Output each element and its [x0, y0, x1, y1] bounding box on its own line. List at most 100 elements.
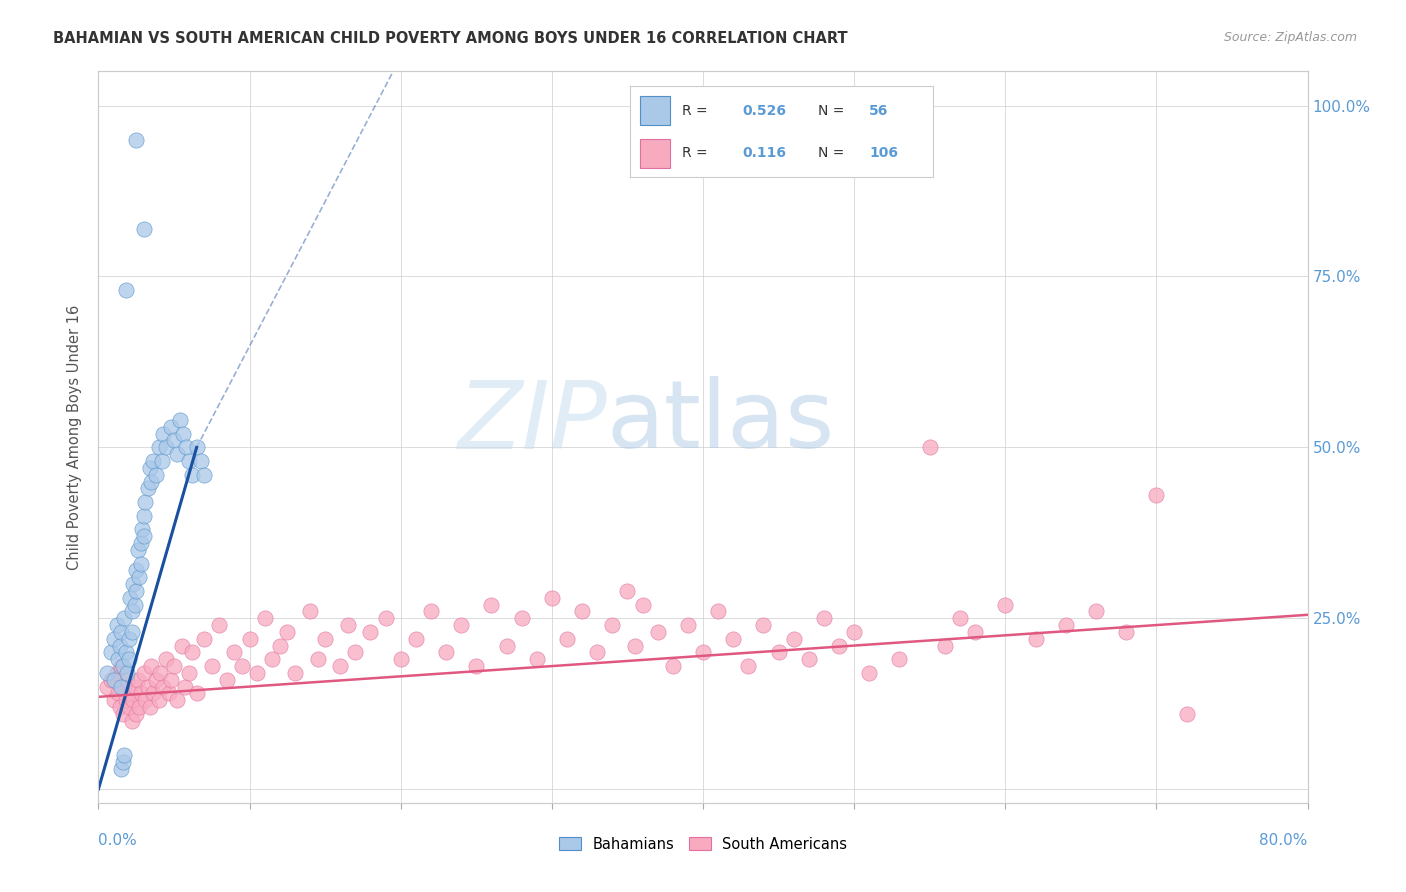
Point: [110, 762, 132, 776]
Point: [121, 624, 143, 639]
Point: [276, 624, 298, 639]
Point: [149, 665, 172, 680]
Point: [114, 283, 136, 297]
Point: [110, 680, 132, 694]
Point: [172, 426, 194, 441]
Point: [163, 434, 186, 448]
Point: [103, 693, 125, 707]
Point: [224, 645, 246, 659]
Point: [1175, 706, 1198, 721]
Point: [111, 659, 134, 673]
Point: [586, 645, 609, 659]
Point: [103, 632, 125, 646]
Point: [934, 639, 956, 653]
Point: [115, 673, 138, 687]
Point: [110, 624, 132, 639]
Point: [159, 686, 181, 700]
Point: [155, 652, 177, 666]
Point: [797, 652, 820, 666]
Point: [190, 454, 212, 468]
Point: [111, 706, 134, 721]
Point: [122, 577, 145, 591]
Point: [186, 440, 208, 454]
Point: [262, 652, 284, 666]
Point: [129, 536, 152, 550]
Point: [112, 611, 135, 625]
Point: [844, 624, 866, 639]
Point: [269, 639, 291, 653]
Point: [526, 652, 548, 666]
Point: [121, 604, 143, 618]
Point: [127, 673, 149, 687]
Point: [707, 604, 730, 618]
Point: [783, 632, 806, 646]
Point: [181, 467, 204, 482]
Point: [107, 686, 129, 700]
Point: [179, 665, 201, 680]
Point: [215, 673, 238, 687]
Text: 0.0%: 0.0%: [98, 833, 138, 848]
Point: [208, 618, 231, 632]
Point: [118, 652, 141, 666]
Point: [112, 680, 135, 694]
Point: [179, 454, 201, 468]
Point: [661, 659, 683, 673]
Point: [103, 673, 125, 687]
Point: [152, 680, 174, 694]
Point: [128, 570, 150, 584]
Point: [105, 665, 128, 680]
Point: [105, 618, 128, 632]
Point: [239, 632, 262, 646]
Point: [139, 700, 162, 714]
Point: [170, 639, 193, 653]
Point: [107, 652, 129, 666]
Point: [150, 454, 173, 468]
Point: [949, 611, 972, 625]
Point: [314, 632, 336, 646]
Point: [114, 693, 136, 707]
Point: [692, 645, 714, 659]
Point: [111, 755, 134, 769]
Point: [181, 645, 204, 659]
Point: [307, 652, 329, 666]
Point: [389, 652, 412, 666]
Point: [918, 440, 941, 454]
Point: [676, 618, 699, 632]
Point: [344, 645, 367, 659]
Point: [148, 440, 170, 454]
Point: [155, 440, 177, 454]
Point: [127, 542, 149, 557]
Point: [141, 475, 163, 489]
Point: [602, 618, 624, 632]
Point: [555, 632, 578, 646]
Point: [120, 591, 142, 605]
Point: [128, 700, 150, 714]
Point: [495, 639, 517, 653]
Point: [145, 673, 167, 687]
Point: [129, 686, 152, 700]
Point: [299, 604, 322, 618]
Point: [96, 665, 118, 680]
Point: [231, 659, 253, 673]
Point: [405, 632, 427, 646]
Point: [752, 618, 775, 632]
Point: [131, 522, 153, 536]
Point: [450, 618, 472, 632]
Point: [828, 639, 851, 653]
Point: [142, 454, 165, 468]
Point: [120, 686, 142, 700]
Point: [134, 693, 156, 707]
Point: [616, 583, 638, 598]
Point: [132, 665, 155, 680]
Point: [193, 632, 215, 646]
Point: [125, 563, 148, 577]
Point: [253, 611, 276, 625]
Point: [152, 426, 174, 441]
Point: [723, 632, 745, 646]
Point: [284, 665, 307, 680]
Point: [166, 693, 188, 707]
Point: [132, 529, 155, 543]
Point: [112, 747, 135, 762]
Point: [132, 508, 155, 523]
Point: [129, 557, 152, 571]
